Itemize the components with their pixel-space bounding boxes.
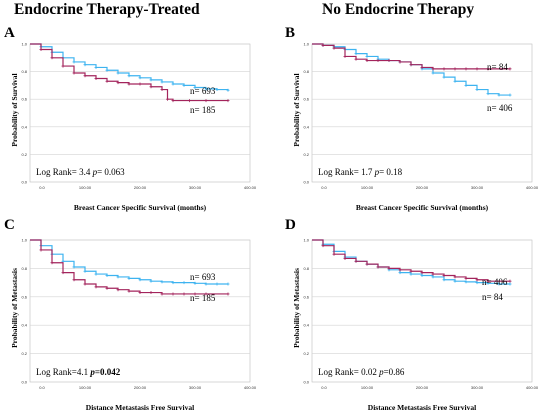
log-rank-stat: Log Rank=4.1 p=0.042 bbox=[36, 367, 121, 377]
x-tick-label: 300.00 bbox=[189, 185, 202, 190]
y-tick-label: 0.8 bbox=[303, 69, 309, 74]
y-tick-label: 0.2 bbox=[303, 152, 309, 157]
y-axis-label: Probability of Metastasis bbox=[292, 268, 301, 348]
y-tick-label: 0.4 bbox=[303, 124, 309, 129]
column-title-untreated: No Endocrine Therapy bbox=[322, 1, 475, 18]
x-tick-label: 100.00 bbox=[79, 385, 92, 390]
x-tick-label: 200.00 bbox=[416, 185, 429, 190]
y-tick-label: 0.4 bbox=[21, 323, 27, 328]
x-tick-label: 100.00 bbox=[361, 185, 374, 190]
y-axis-label: Probability of Survival bbox=[10, 73, 19, 146]
y-tick-label: 0.4 bbox=[303, 323, 309, 328]
km-chart-a: 0.0 0.2 0.4 0.6 0.8 1.0 0.0 100.00 200.00 300.00 4… bbox=[10, 42, 257, 213]
panel-letter-a: A bbox=[4, 25, 15, 41]
y-axis-label: Probability of Survival bbox=[292, 73, 301, 146]
y-tick-label: 0.6 bbox=[21, 97, 27, 102]
x-tick-label: 0.0 bbox=[39, 185, 45, 190]
x-tick-label: 200.00 bbox=[134, 385, 147, 390]
y-tick-label: 1.0 bbox=[21, 42, 27, 47]
x-tick-label: 100.00 bbox=[79, 185, 92, 190]
group-size-label: n= 185 bbox=[190, 105, 216, 115]
y-tick-label: 0.6 bbox=[303, 97, 309, 102]
log-rank-stat: Log Rank= 3.4 p= 0.063 bbox=[36, 167, 125, 177]
y-tick-label: 0.0 bbox=[21, 180, 27, 185]
x-tick-label: 200.00 bbox=[416, 385, 429, 390]
km-chart-b: 0.0 0.2 0.4 0.6 0.8 1.0 0.0 100.00 200.00 300.00 4… bbox=[292, 42, 539, 213]
group-size-label: n= 406 bbox=[487, 103, 513, 113]
panel-letter-c: C bbox=[4, 217, 15, 233]
y-tick-label: 1.0 bbox=[21, 238, 27, 243]
y-tick-label: 0.2 bbox=[21, 152, 27, 157]
y-tick-label: 0.2 bbox=[21, 351, 27, 356]
survival-curve-blue bbox=[30, 239, 228, 285]
log-rank-stat: Log Rank= 1.7 p= 0.18 bbox=[318, 167, 403, 177]
column-title-treated: Endocrine Therapy-Treated bbox=[14, 1, 200, 18]
y-tick-label: 0.2 bbox=[303, 351, 309, 356]
x-tick-label: 400.00 bbox=[526, 385, 539, 390]
x-tick-label: 0.0 bbox=[321, 185, 327, 190]
y-tick-label: 1.0 bbox=[303, 42, 309, 47]
y-tick-label: 0.4 bbox=[21, 124, 27, 129]
x-tick-label: 400.00 bbox=[244, 385, 257, 390]
x-tick-label: 300.00 bbox=[471, 385, 484, 390]
y-tick-label: 0.0 bbox=[303, 380, 309, 385]
panel-letter-d: D bbox=[285, 217, 296, 233]
plot-frame bbox=[311, 239, 533, 383]
x-tick-label: 0.0 bbox=[39, 385, 45, 390]
x-tick-label: 400.00 bbox=[244, 185, 257, 190]
km-chart-d: 0.0 0.2 0.4 0.6 0.8 1.0 0.0 100.00 200.00 300.00 4… bbox=[292, 238, 539, 413]
x-tick-label: 100.00 bbox=[361, 385, 374, 390]
x-tick-label: 400.00 bbox=[526, 185, 539, 190]
x-axis-label: Breast Cancer Specific Survival (months) bbox=[356, 203, 489, 212]
x-axis-label: Breast Cancer Specific Survival (months) bbox=[74, 203, 207, 212]
group-size-label: n= 84 bbox=[487, 62, 508, 72]
x-tick-label: 300.00 bbox=[471, 185, 484, 190]
group-size-label: n= 84 bbox=[482, 292, 503, 302]
km-chart-c: 0.0 0.2 0.4 0.6 0.8 1.0 0.0 100.00 200.00 300.00 4… bbox=[10, 238, 257, 413]
x-tick-label: 0.0 bbox=[321, 385, 327, 390]
y-tick-label: 0.6 bbox=[21, 294, 27, 299]
group-size-label: n= 693 bbox=[190, 272, 216, 282]
x-axis-label: Distance Metastasis Free Survival bbox=[368, 403, 476, 412]
y-tick-label: 0.0 bbox=[303, 180, 309, 185]
group-size-label: n= 693 bbox=[190, 86, 216, 96]
y-tick-label: 0.6 bbox=[303, 294, 309, 299]
log-rank-stat: Log Rank= 0.02 p=0.86 bbox=[318, 367, 405, 377]
y-axis-label: Probability of Metastasis bbox=[10, 268, 19, 348]
x-tick-label: 300.00 bbox=[189, 385, 202, 390]
plot-frame bbox=[29, 239, 251, 383]
x-tick-label: 200.00 bbox=[134, 185, 147, 190]
group-size-label: n= 185 bbox=[190, 293, 216, 303]
y-tick-label: 0.8 bbox=[21, 69, 27, 74]
x-axis-label: Distance Metastasis Free Survival bbox=[86, 403, 194, 412]
y-tick-label: 0.8 bbox=[303, 266, 309, 271]
y-tick-label: 0.8 bbox=[21, 266, 27, 271]
group-size-label: n= 406 bbox=[482, 277, 508, 287]
y-tick-label: 1.0 bbox=[303, 238, 309, 243]
y-tick-label: 0.0 bbox=[21, 380, 27, 385]
panel-letter-b: B bbox=[285, 25, 296, 41]
